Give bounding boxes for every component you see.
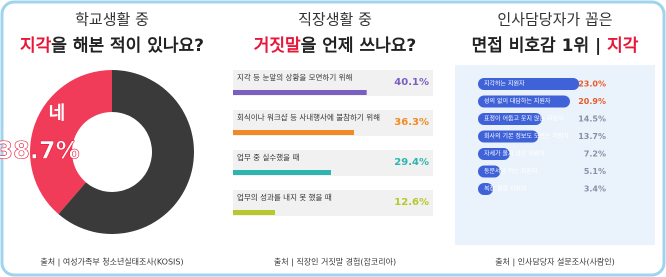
supertitle: 학교생활 중 <box>75 11 149 29</box>
bar-label: 업무 중 실수했을 때 <box>237 152 299 162</box>
supertitle: 직장생활 중 <box>298 11 372 29</box>
infographic: 학교생활 중지각을 해본 적이 있나요?출처 | 여성가족부 청소년실태조사(K… <box>0 0 666 277</box>
bar-label: 표정이 어둡고 웃지 않는 지원자 <box>484 115 564 123</box>
bar-label: 복장 불량 지원자 <box>484 185 527 193</box>
title-part: 지각 <box>607 36 639 56</box>
bar-label: 지각 등 눈앞의 상황을 모면하기 위해 <box>237 72 353 82</box>
value-label: 12.6% <box>394 197 429 208</box>
bar-label: 동문서답 하는 지원자 <box>484 167 538 175</box>
value-label: 14.5% <box>578 115 606 124</box>
title: 지각을 해본 적이 있나요? <box>20 36 204 56</box>
bar-label: 회사의 기본 정보도 모르는 지원자 <box>484 132 569 140</box>
bar <box>233 210 275 215</box>
title-part: 거짓말 <box>254 35 301 56</box>
title-part: 을 언제 쓰나요? <box>301 36 417 56</box>
bar <box>233 90 367 95</box>
supertitle: 인사담당자가 꼽은 <box>497 11 612 29</box>
value-label: 23.0% <box>578 80 606 89</box>
bar <box>233 170 331 175</box>
bar <box>233 130 354 135</box>
title-part: 지각 <box>20 36 52 56</box>
title-part: 을 해본 적이 있나요? <box>51 36 204 56</box>
bar-label: 지각하는 지원자 <box>484 80 525 88</box>
value-label: 40.1% <box>394 77 429 88</box>
title: 면접 비호감 1위 | 지각 <box>472 36 639 56</box>
title-part: 면접 비호감 1위 | <box>472 36 608 56</box>
value-label: 36.3% <box>394 117 429 128</box>
source: 출처 | 여성가족부 청소년실태조사(KOSIS) <box>40 257 183 267</box>
source: 출처 | 직장인 거짓말 경험(잡코리아) <box>274 257 396 267</box>
bar-label: 회식이나 워크샵 등 사내행사에 불참하기 위해 <box>237 112 380 122</box>
value-label: 20.9% <box>578 97 606 106</box>
title: 거짓말을 언제 쓰나요? <box>254 35 416 56</box>
value-label: 38.7% <box>0 137 80 165</box>
value-label: 13.7% <box>578 132 606 141</box>
value-label: 7.2% <box>584 150 606 159</box>
bar-label: 자세가 올지 않은 지원자 <box>484 150 545 158</box>
bar-label: 업무의 성과를 내지 못 했을 때 <box>237 192 332 202</box>
value-label: 29.4% <box>394 157 429 168</box>
value-label: 5.1% <box>584 167 606 176</box>
source: 출처 | 인사담당자 설문조사(사람인) <box>495 257 615 267</box>
bar-label: 성의 없이 대답하는 지원자 <box>484 97 551 105</box>
value-label: 3.4% <box>584 185 606 194</box>
slice-label: 네 <box>49 103 66 124</box>
